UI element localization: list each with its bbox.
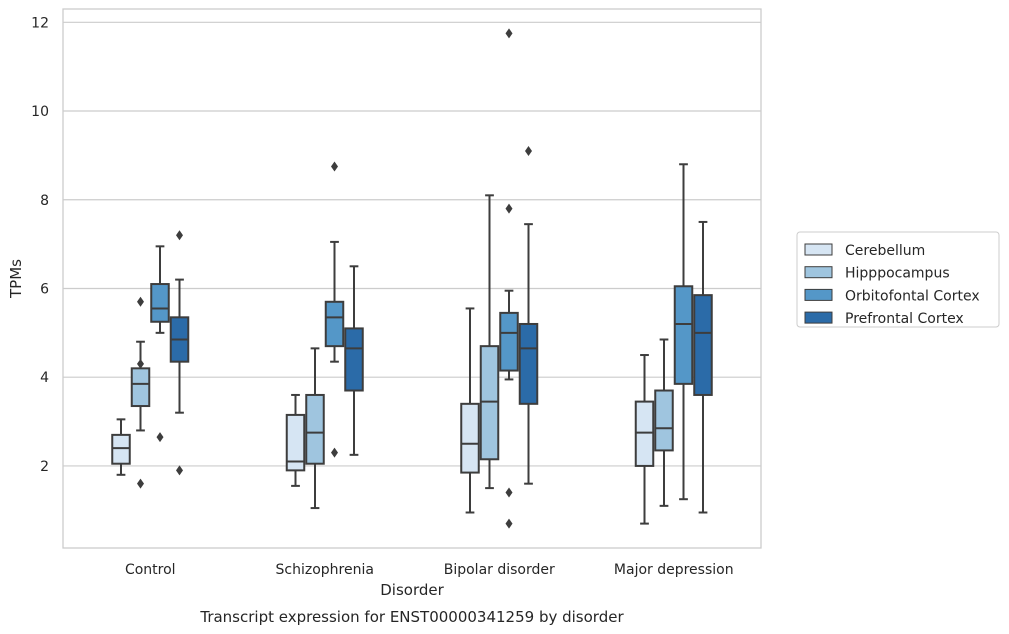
legend-item: Orbitofontal Cortex [804,288,980,304]
legend-label: Cerebellum [845,243,925,259]
outlier-marker [331,161,338,172]
y-tick-label: 4 [40,370,49,386]
box-group [111,418,131,476]
outlier-marker [137,478,144,489]
legend-frame [796,231,1000,328]
box-iqr [518,322,539,405]
legend-label: Hipppocampus [845,266,950,282]
y-axis-label: TPMs [7,259,25,299]
y-tick-label: 12 [31,15,49,31]
outlier-marker [156,432,164,443]
y-tick-label: 6 [40,281,49,297]
x-axis-label: Disorder [380,581,444,599]
box-iqr [634,400,655,467]
box-iqr [344,327,364,392]
y-axis-ticks: 2 4 6 8 10 12 [31,15,49,475]
box-group [673,163,694,501]
box-iqr [324,300,345,348]
legend-swatch [804,243,833,256]
box-group [479,194,500,490]
chart-caption: Transcript expression for ENST0000034125… [199,608,624,626]
box-group [460,307,480,514]
legend: Cerebellum Hipppocampus Orbitofontal Corte… [796,231,1000,328]
box-group [305,347,325,510]
outlier-marker [137,296,144,307]
outlier-marker [176,465,183,476]
box-iqr [150,283,170,323]
box-iqr [499,311,519,372]
box-iqr [673,285,694,385]
legend-label: Orbitofontal Cortex [845,288,980,304]
box-iqr [654,389,674,452]
box-group [150,245,170,443]
legend-item: Cerebellum [804,243,925,259]
box-iqr [111,433,131,465]
legend-label: Prefrontal Cortex [845,311,964,327]
legend-item: Prefrontal Cortex [804,311,964,327]
box-group [693,220,713,514]
x-tick-label: Bipolar disorder [444,562,555,578]
box-iqr [305,393,325,465]
box-group [285,393,306,487]
outlier-marker [505,518,513,529]
y-tick-label: 2 [40,459,49,475]
outlier-marker [505,28,513,39]
outlier-marker [331,447,338,458]
box-iqr [693,294,713,396]
box-group [499,28,519,529]
x-tick-label: Control [125,562,176,578]
outlier-marker [505,203,513,214]
box-group [634,354,655,525]
box-group [654,338,674,507]
box-iqr [285,413,306,472]
box-iqr [479,345,500,461]
legend-item: Hipppocampus [804,266,950,282]
box-group [518,145,539,485]
plot-frame [62,8,762,549]
y-tick-label: 8 [40,193,49,209]
box-plot-area [111,28,713,529]
x-tick-label: Schizophrenia [276,562,374,578]
box-iqr [130,367,151,408]
outlier-marker [176,230,183,241]
box-iqr [460,402,480,474]
outlier-marker [525,145,532,156]
legend-swatch [804,266,833,279]
outlier-marker [505,487,513,498]
x-axis-ticks: Control Schizophrenia Bipolar disorder Majo… [125,562,734,578]
x-tick-label: Major depression [614,562,734,578]
legend-swatch [804,288,833,301]
box-group [169,230,190,476]
box-group [344,265,364,456]
y-tick-label: 10 [31,104,49,120]
box-group [130,296,151,489]
box-group [324,161,345,458]
legend-swatch [804,311,833,324]
outlier-marker [137,358,144,369]
